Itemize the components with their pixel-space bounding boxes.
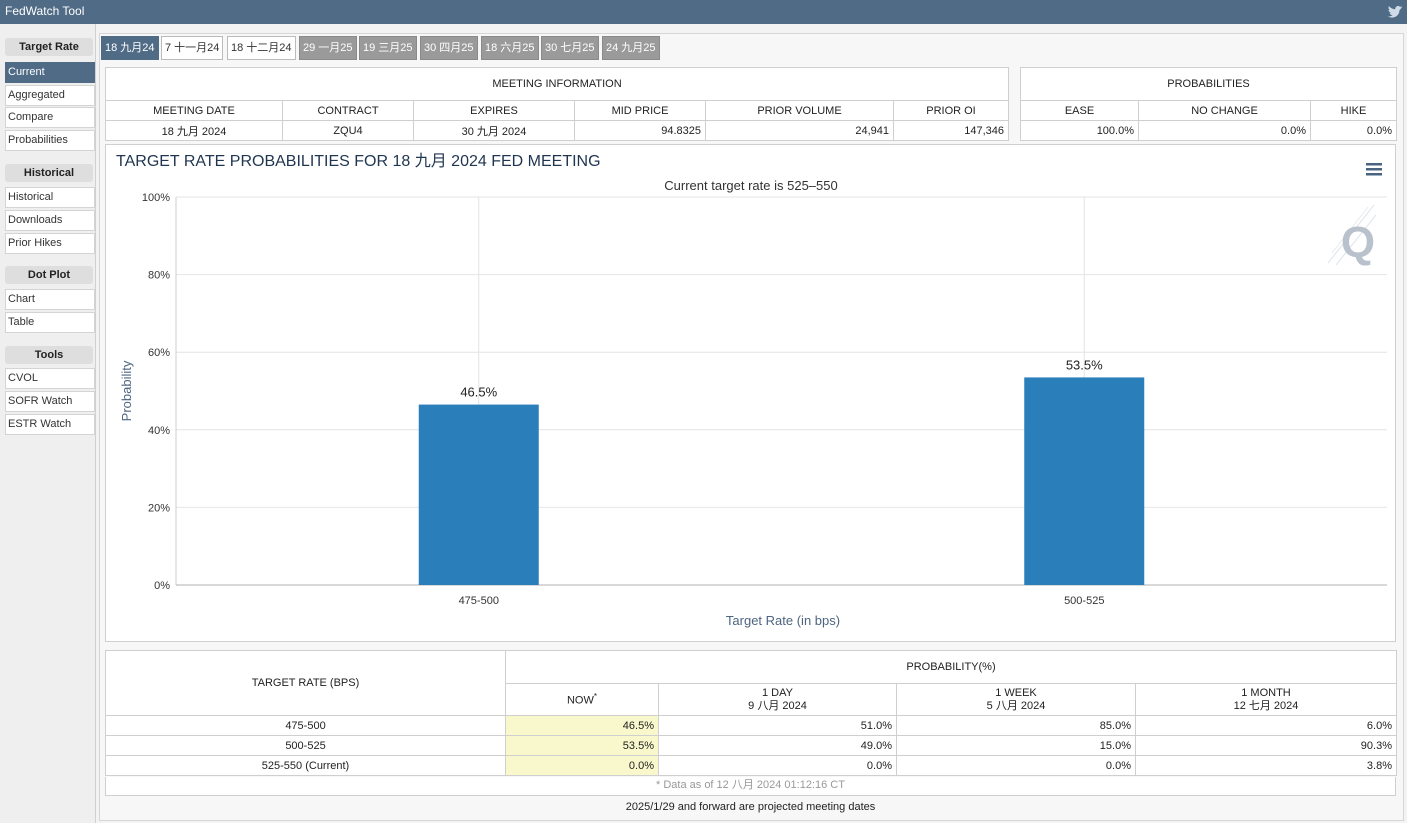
- app-title: FedWatch Tool: [5, 4, 85, 18]
- rate-cell: 500-525: [105, 735, 506, 756]
- tab-meeting[interactable]: 18 九月24: [101, 36, 159, 60]
- bar[interactable]: [418, 404, 539, 585]
- meeting-info-table: MEETING INFORMATION MEETING DATE CONTRAC…: [105, 67, 1009, 141]
- col-header: NO CHANGE: [1138, 100, 1311, 121]
- one-day-cell: 51.0%: [658, 715, 897, 736]
- svg-text:Q: Q: [1341, 218, 1375, 267]
- table-row: 475-500 46.5% 51.0% 85.0% 6.0%: [105, 715, 1397, 736]
- table-row: 525-550 (Current) 0.0% 0.0% 0.0% 3.8%: [105, 755, 1397, 776]
- rate-cell: 525-550 (Current): [105, 755, 506, 776]
- y-tick-label: 0%: [154, 580, 170, 592]
- now-cell: 0.0%: [505, 755, 659, 776]
- sidebar-item-chart[interactable]: Chart: [5, 289, 95, 310]
- tab-meeting[interactable]: 30 七月25: [541, 36, 599, 60]
- sidebar-item-sofr-watch[interactable]: SOFR Watch: [5, 391, 95, 412]
- sidebar-item-compare[interactable]: Compare: [5, 107, 95, 128]
- sidebar-item-prior-hikes[interactable]: Prior Hikes: [5, 233, 95, 254]
- sidebar-item-probabilities[interactable]: Probabilities: [5, 130, 95, 151]
- meeting-info-title: MEETING INFORMATION: [105, 67, 1009, 101]
- chart-container: 0% 20% 40% 60% 80% 100% 46.5% 475-500 53.5% 500-5…: [105, 144, 1396, 642]
- now-header: NOW*: [505, 683, 659, 716]
- sidebar-item-cvol[interactable]: CVOL: [5, 368, 95, 389]
- col-header: HIKE: [1310, 100, 1397, 121]
- col-header: MEETING DATE: [105, 100, 283, 121]
- col-header: CONTRACT: [282, 100, 414, 121]
- now-cell: 53.5%: [505, 735, 659, 756]
- tab-meeting[interactable]: 18 十二月24: [227, 36, 296, 60]
- chart-subtitle: Current target rate is 525–550: [664, 178, 837, 193]
- bar[interactable]: [1024, 377, 1145, 585]
- y-tick-label: 100%: [142, 192, 170, 204]
- one-day-cell: 0.0%: [658, 755, 897, 776]
- sidebar-item-historical[interactable]: Historical: [5, 187, 95, 208]
- one-week-cell: 15.0%: [896, 735, 1136, 756]
- tab-meeting[interactable]: 29 一月25: [299, 36, 357, 60]
- tab-meeting[interactable]: 24 九月25: [602, 36, 660, 60]
- x-tick-label: 475-500: [459, 595, 499, 607]
- contract-cell: ZQU4: [282, 120, 414, 141]
- one-week-cell: 0.0%: [896, 755, 1136, 776]
- col-header: MID PRICE: [574, 100, 706, 121]
- no-change-cell: 0.0%: [1138, 120, 1311, 141]
- one-month-cell: 6.0%: [1135, 715, 1397, 736]
- sidebar-heading-tools: Tools: [5, 346, 93, 364]
- now-cell: 46.5%: [505, 715, 659, 736]
- sidebar-heading-dot-plot: Dot Plot: [5, 266, 93, 284]
- y-tick-label: 80%: [148, 270, 170, 282]
- data-label: 46.5%: [460, 385, 497, 400]
- prior-oi-cell: 147,346: [893, 120, 1009, 141]
- col-header: EXPIRES: [413, 100, 575, 121]
- probability-chart: 0% 20% 40% 60% 80% 100% 46.5% 475-500 53.5% 500-5…: [116, 152, 1387, 628]
- y-tick-label: 20%: [148, 502, 170, 514]
- y-tick-label: 60%: [148, 347, 170, 359]
- ease-cell: 100.0%: [1020, 120, 1139, 141]
- mid-price-cell: 94.8325: [574, 120, 706, 141]
- watermark-logo: Q: [1327, 204, 1377, 267]
- sidebar-item-estr-watch[interactable]: ESTR Watch: [5, 414, 95, 435]
- one-day-cell: 49.0%: [658, 735, 897, 756]
- expires-cell: 30 九月 2024: [413, 120, 575, 141]
- one-week-header: 1 WEEK 5 八月 2024: [896, 683, 1136, 716]
- target-rate-header: TARGET RATE (BPS): [105, 650, 506, 716]
- sidebar-item-table[interactable]: Table: [5, 312, 95, 333]
- menu-icon[interactable]: [1366, 163, 1382, 176]
- col-header: PRIOR VOLUME: [705, 100, 894, 121]
- title-bar: FedWatch Tool: [0, 0, 1407, 24]
- sidebar-heading-historical: Historical: [5, 164, 93, 182]
- tab-meeting[interactable]: 30 四月25: [420, 36, 478, 60]
- one-day-header: 1 DAY 9 八月 2024: [658, 683, 897, 716]
- sidebar-item-downloads[interactable]: Downloads: [5, 210, 95, 231]
- probability-header: PROBABILITY(%): [505, 650, 1397, 684]
- table-row: 500-525 53.5% 49.0% 15.0% 90.3%: [105, 735, 1397, 756]
- y-axis-title: Probability: [119, 360, 134, 421]
- rate-cell: 475-500: [105, 715, 506, 736]
- chart-title: TARGET RATE PROBABILITIES FOR 18 九月 2024…: [116, 152, 601, 170]
- one-month-cell: 90.3%: [1135, 735, 1397, 756]
- rate-probability-table: TARGET RATE (BPS) PROBABILITY(%) NOW* 1 …: [105, 650, 1397, 776]
- one-month-header: 1 MONTH 12 七月 2024: [1135, 683, 1397, 716]
- sidebar-heading-target-rate: Target Rate: [5, 38, 93, 56]
- projected-dates-note: 2025/1/29 and forward are projected meet…: [625, 801, 876, 813]
- x-axis-title: Target Rate (in bps): [726, 613, 840, 628]
- sidebar-item-aggregated[interactable]: Aggregated: [5, 85, 95, 106]
- tab-meeting[interactable]: 19 三月25: [359, 36, 417, 60]
- hike-cell: 0.0%: [1310, 120, 1397, 141]
- data-timestamp-note: * Data as of 12 八月 2024 01:12:16 CT: [105, 777, 1396, 796]
- tab-meeting[interactable]: 7 十一月24: [161, 36, 224, 60]
- data-label: 53.5%: [1066, 357, 1103, 372]
- sidebar-item-current[interactable]: Current: [5, 62, 95, 83]
- col-header: EASE: [1020, 100, 1139, 121]
- one-month-cell: 3.8%: [1135, 755, 1397, 776]
- prior-volume-cell: 24,941: [705, 120, 894, 141]
- one-week-cell: 85.0%: [896, 715, 1136, 736]
- probabilities-title: PROBABILITIES: [1020, 67, 1397, 101]
- col-header: PRIOR OI: [893, 100, 1009, 121]
- tab-meeting[interactable]: 18 六月25: [481, 36, 539, 60]
- twitter-icon[interactable]: [1386, 3, 1404, 21]
- meeting-date-cell: 18 九月 2024: [105, 120, 283, 141]
- probabilities-table: PROBABILITIES EASE NO CHANGE HIKE 100.0%…: [1020, 67, 1397, 141]
- x-tick-label: 500-525: [1064, 595, 1104, 607]
- y-tick-label: 40%: [148, 425, 170, 437]
